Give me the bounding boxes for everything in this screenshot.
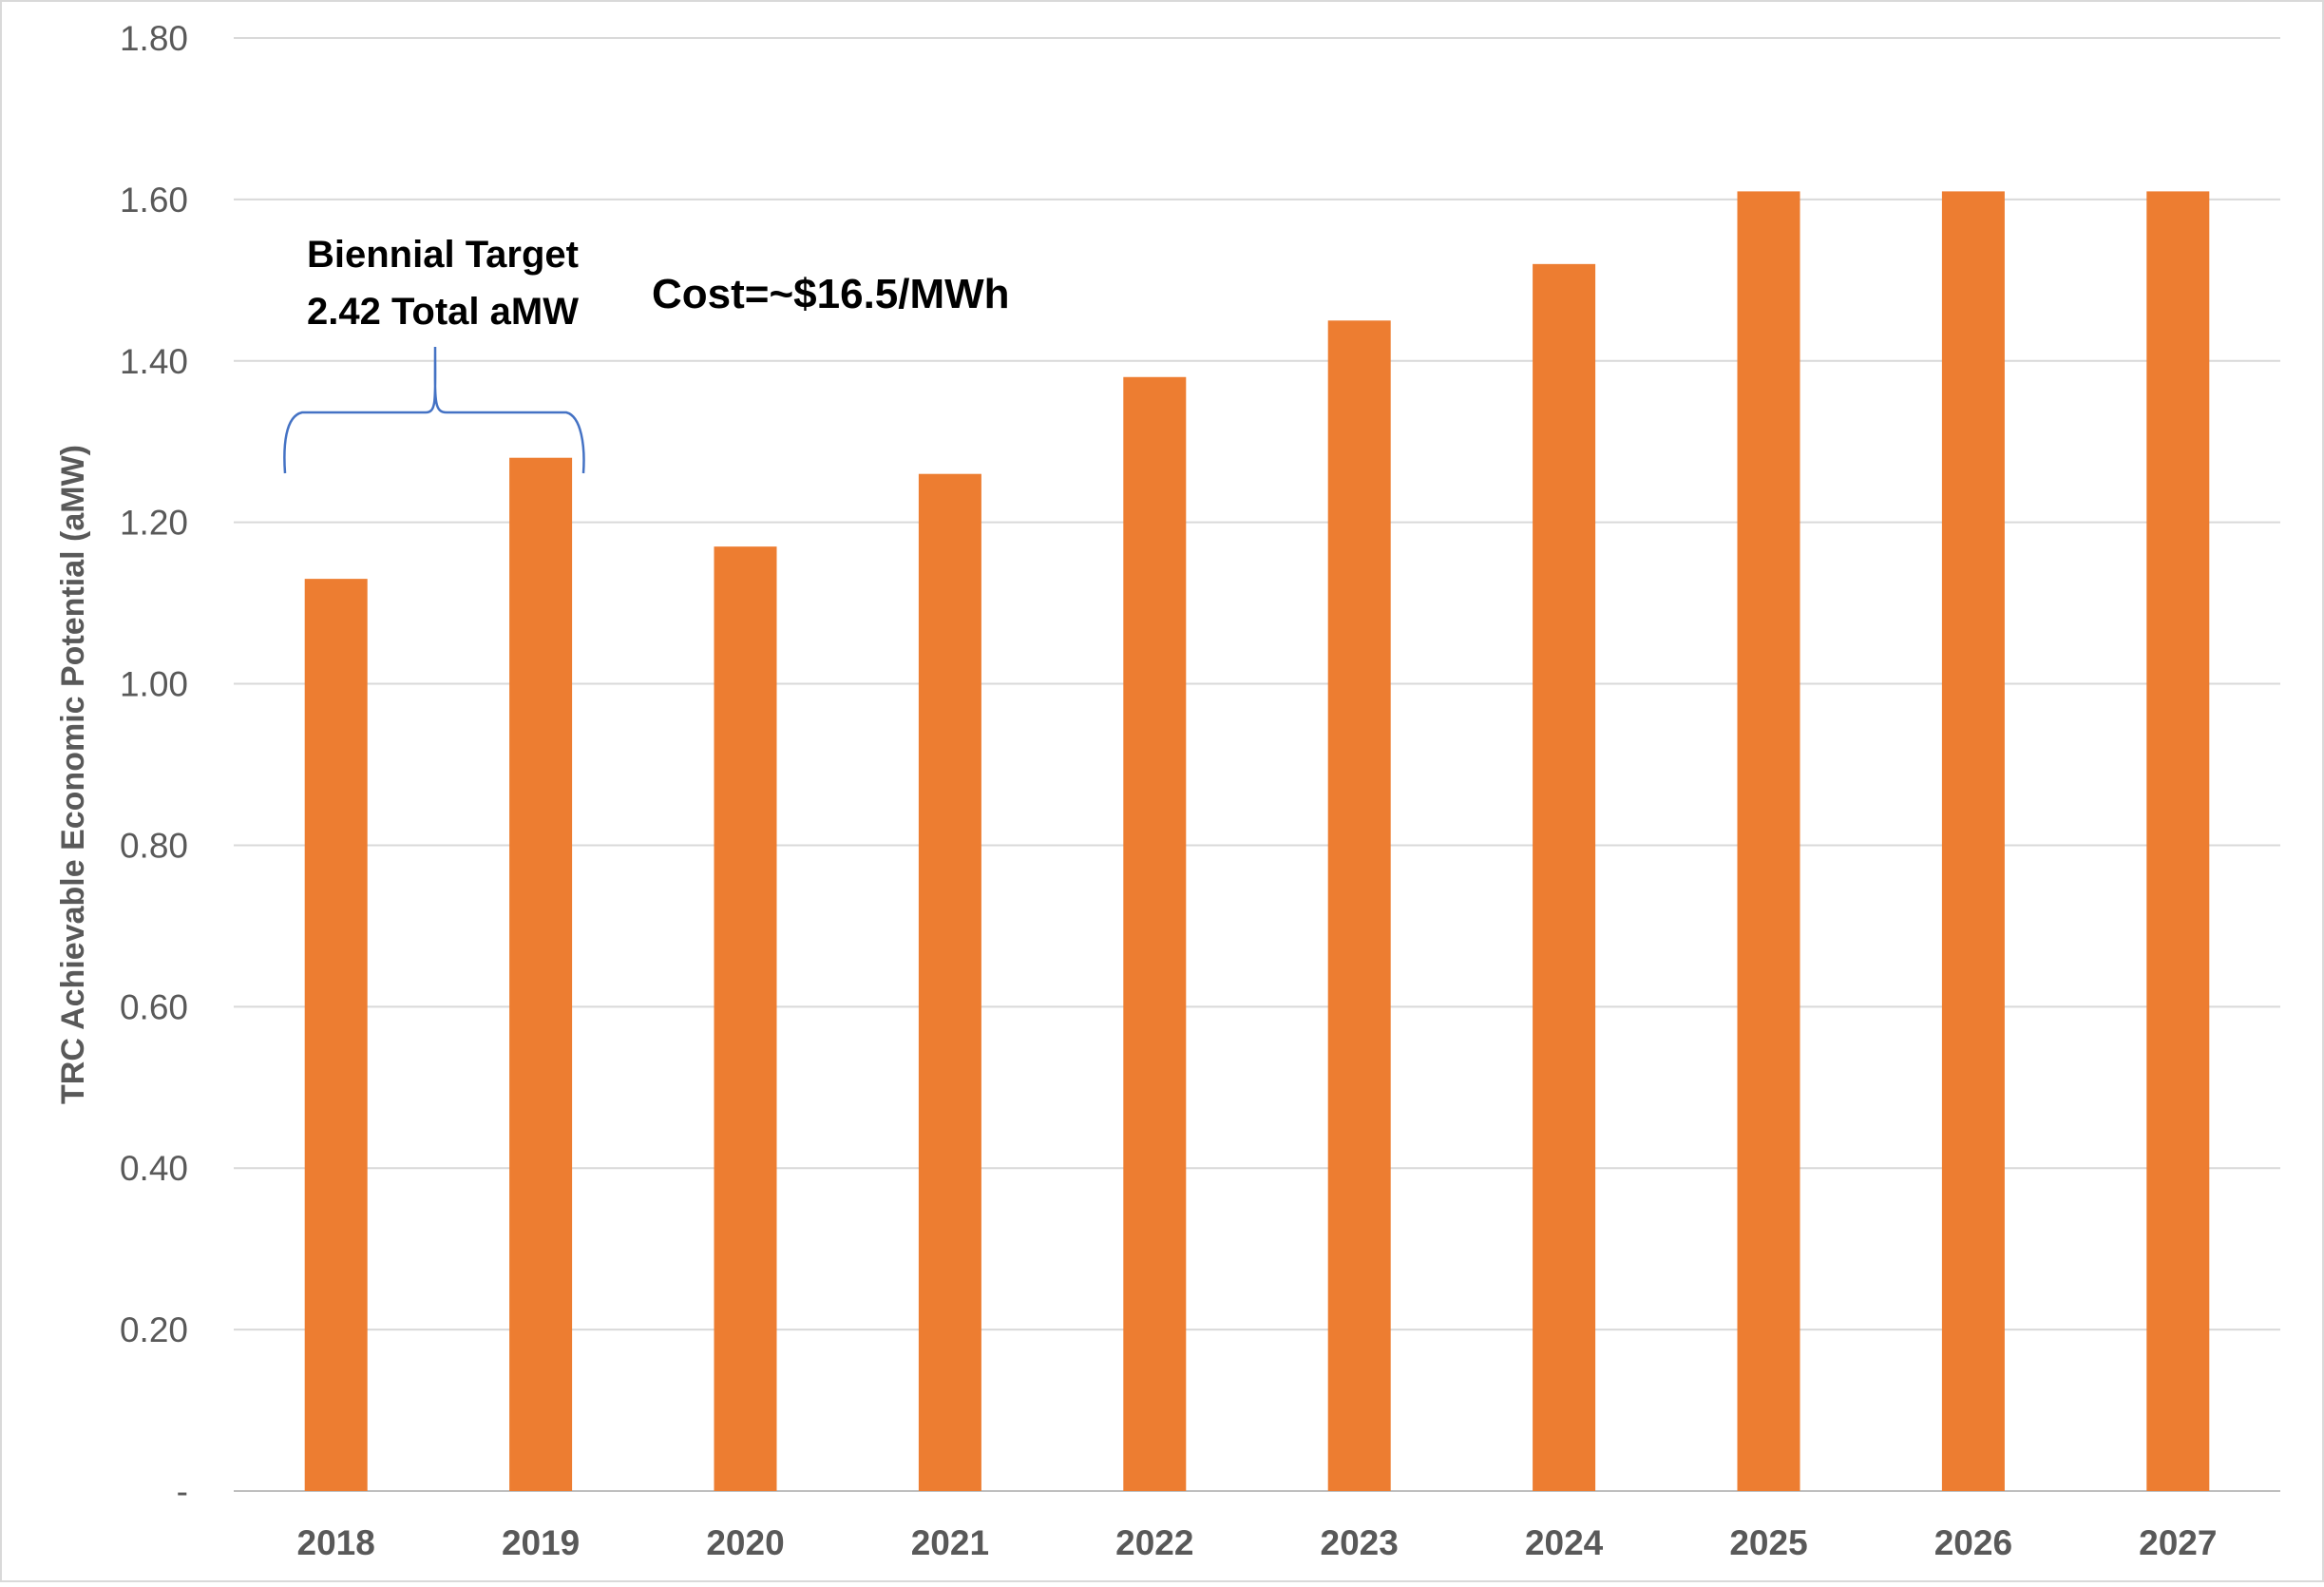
y-tick-label: 0.20	[120, 1310, 188, 1349]
x-tick-label: 2020	[706, 1523, 784, 1562]
bar-2020	[714, 546, 777, 1491]
x-tick-label: 2022	[1115, 1523, 1193, 1562]
x-axis-ticks: 2018 2019 2020 2021 2022 2023 2024 2025 2026 2027	[297, 1523, 2218, 1562]
biennial-brace	[283, 346, 585, 474]
bar-2027	[2146, 191, 2210, 1492]
y-tick-label: -	[177, 1472, 188, 1511]
y-tick-label: 1.40	[120, 342, 188, 381]
bars	[304, 191, 2210, 1492]
y-tick-label: 0.60	[120, 987, 188, 1026]
bar-2023	[1327, 320, 1391, 1491]
gridlines	[234, 37, 2280, 1492]
x-tick-label: 2024	[1525, 1523, 1604, 1562]
y-tick-label: 0.80	[120, 826, 188, 865]
x-tick-label: 2026	[1934, 1523, 2012, 1562]
bar-2025	[1737, 191, 1800, 1492]
y-tick-label: 1.80	[120, 19, 188, 58]
x-tick-label: 2025	[1729, 1523, 1807, 1562]
y-tick-label: 0.40	[120, 1149, 188, 1188]
bar-2021	[918, 473, 981, 1492]
y-axis-label: TRC Achievable Economic Potential (aMW)	[55, 445, 91, 1104]
bar-2018	[304, 579, 368, 1491]
bar-2024	[1533, 263, 1596, 1491]
y-axis-ticks: - 0.20 0.40 0.60 0.80 1.00 1.20 1.40 1.60 1.80	[120, 19, 188, 1511]
biennial-annotation: Biennial Target 2.42 Total aMW	[283, 234, 585, 474]
bar-2019	[509, 457, 573, 1491]
x-tick-label: 2027	[2139, 1523, 2217, 1562]
y-tick-label: 1.00	[120, 665, 188, 704]
cost-annotation: Cost=~$16.5/MWh	[652, 271, 1010, 317]
x-tick-label: 2019	[502, 1523, 580, 1562]
x-tick-label: 2021	[911, 1523, 989, 1562]
bar-2026	[1941, 191, 2005, 1492]
x-tick-label: 2023	[1321, 1523, 1399, 1562]
biennial-total-label: 2.42 Total aMW	[307, 291, 579, 333]
biennial-target-label: Biennial Target	[307, 234, 579, 276]
bar-2022	[1123, 376, 1187, 1492]
y-tick-label: 1.60	[120, 181, 188, 220]
y-tick-label: 1.20	[120, 504, 188, 543]
x-tick-label: 2018	[297, 1523, 375, 1562]
